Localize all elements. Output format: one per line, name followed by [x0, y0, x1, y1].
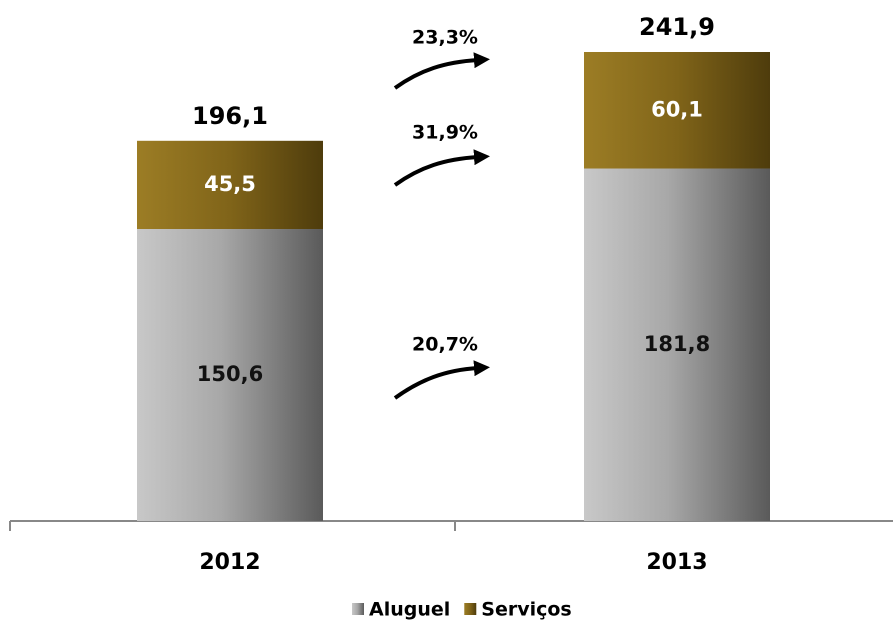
legend-swatch	[352, 603, 364, 615]
bar-segment	[137, 140, 323, 230]
total-label: 241,9	[639, 13, 715, 41]
x-tick-label: 2013	[646, 550, 707, 575]
value-label: 150,6	[197, 362, 263, 386]
legend-label: Aluguel	[369, 599, 450, 621]
growth-label: 31,9%	[412, 122, 478, 144]
bar-segment	[137, 229, 323, 522]
growth-label: 23,3%	[412, 27, 478, 49]
legend-swatch	[464, 603, 477, 615]
growth-label: 20,7%	[412, 334, 478, 356]
growth-arrows	[393, 52, 490, 400]
legend-label: Serviços	[481, 599, 571, 621]
value-label: 45,5	[204, 172, 256, 196]
value-label: 60,1	[651, 97, 703, 121]
x-tick-label: 2012	[199, 550, 260, 575]
total-label: 196,1	[192, 102, 268, 130]
bar-segment	[584, 168, 770, 521]
bar-segment	[584, 52, 770, 169]
value-label: 181,8	[644, 332, 710, 356]
